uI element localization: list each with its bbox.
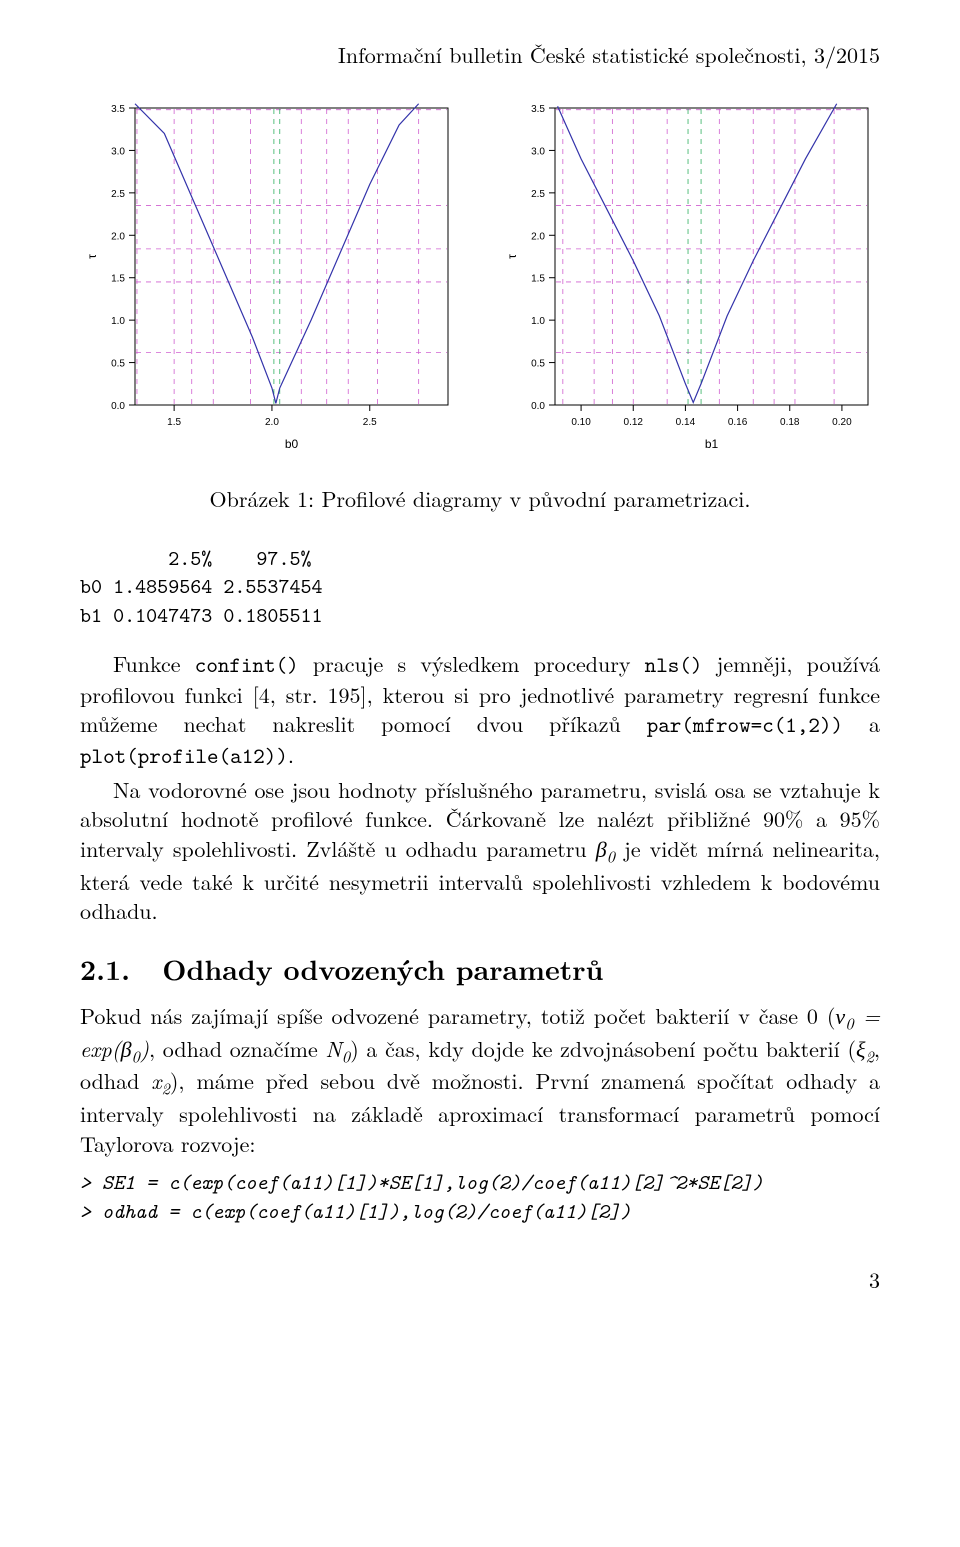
- section-heading: 2.1. Odhady odvozených parametrů: [80, 951, 880, 989]
- profile-chart-b1: 0.10 0.12 0.14 0.16 0.18 0.20 0.0 0.5 1.0 1.5 2.0 2…: [500, 100, 880, 465]
- svg-text:3.5: 3.5: [111, 104, 125, 115]
- svg-text:τ: τ: [505, 254, 519, 259]
- svg-text:1.5: 1.5: [531, 273, 545, 284]
- text-span: a: [843, 708, 880, 739]
- math-inline: x2: [151, 1065, 170, 1096]
- code-inline: par(mfrow=c(1,2)): [647, 710, 843, 739]
- svg-text:2.5: 2.5: [111, 189, 125, 200]
- svg-text:0.16: 0.16: [728, 417, 748, 428]
- text-span: .: [288, 739, 294, 770]
- svg-text:0.18: 0.18: [780, 417, 800, 428]
- math-inline: β0: [596, 833, 615, 864]
- svg-text:0.12: 0.12: [624, 417, 644, 428]
- text-span: ) a čas, kdy dojde ke zdvojnásobení počt…: [350, 1033, 856, 1064]
- text-span: , odhad označíme: [149, 1033, 325, 1064]
- section-title: Odhady odvozených parametrů: [162, 949, 603, 989]
- text-span: pracuje s výsledkem procedury: [299, 648, 645, 679]
- paragraph-3: Pokud nás zajímají spíše odvozené parame…: [80, 1001, 880, 1158]
- svg-text:0.10: 0.10: [571, 417, 591, 428]
- svg-text:3.0: 3.0: [111, 146, 125, 157]
- svg-text:2.0: 2.0: [531, 231, 545, 242]
- svg-text:3.0: 3.0: [531, 146, 545, 157]
- figure-caption: Obrázek 1: Profilové diagramy v původní …: [80, 484, 880, 514]
- charts-row: 1.5 2.0 2.5 0.0 0.5 1.0 1.5 2.0 2.5 3.0 3.5 b0 τ 0.1…: [80, 100, 880, 465]
- code-inline: plot(profile(a12)): [80, 741, 288, 770]
- paragraph-1: Funkce confint() pracuje s výsledkem pro…: [80, 649, 880, 771]
- svg-text:b0: b0: [285, 437, 299, 451]
- text-span: Pokud nás zajímají spíše odvozené parame…: [80, 1000, 835, 1031]
- svg-text:2.5: 2.5: [531, 189, 545, 200]
- svg-text:0.5: 0.5: [111, 358, 125, 369]
- svg-text:0.0: 0.0: [531, 401, 545, 412]
- svg-text:1.5: 1.5: [111, 273, 125, 284]
- svg-text:2.0: 2.0: [265, 417, 279, 428]
- text-span: Funkce: [113, 648, 195, 679]
- svg-text:2.5: 2.5: [363, 417, 377, 428]
- svg-text:0.20: 0.20: [832, 417, 852, 428]
- math-inline: ξ2: [856, 1033, 874, 1064]
- page-header: Informační bulletin České statistické sp…: [80, 40, 880, 70]
- svg-text:0.5: 0.5: [531, 358, 545, 369]
- svg-text:2.0: 2.0: [111, 231, 125, 242]
- paragraph-2: Na vodorovné ose jsou hodnoty příslušnéh…: [80, 775, 880, 926]
- code-commands: > SE1 = c(exp(coef(a11)[1])*SE[1],log(2)…: [80, 1168, 880, 1225]
- svg-text:0.14: 0.14: [676, 417, 696, 428]
- math-inline: N0: [325, 1033, 350, 1064]
- section-number: 2.1.: [80, 949, 130, 989]
- svg-text:1.0: 1.0: [111, 316, 125, 327]
- svg-text:1.5: 1.5: [167, 417, 181, 428]
- svg-text:b1: b1: [705, 437, 719, 451]
- text-span: ), máme před sebou dvě možnosti. První z…: [80, 1065, 880, 1158]
- svg-text:0.0: 0.0: [111, 401, 125, 412]
- svg-text:3.5: 3.5: [531, 104, 545, 115]
- svg-text:1.0: 1.0: [531, 316, 545, 327]
- code-inline: nls(): [645, 650, 703, 679]
- code-inline: confint(): [195, 650, 299, 679]
- svg-text:τ: τ: [85, 254, 99, 259]
- profile-chart-b0: 1.5 2.0 2.5 0.0 0.5 1.0 1.5 2.0 2.5 3.0 3.5 b0 τ: [80, 100, 460, 465]
- confint-output: 2.5% 97.5% b0 1.4859564 2.5537454 b1 0.1…: [80, 544, 880, 629]
- page-number: 3: [80, 1265, 880, 1295]
